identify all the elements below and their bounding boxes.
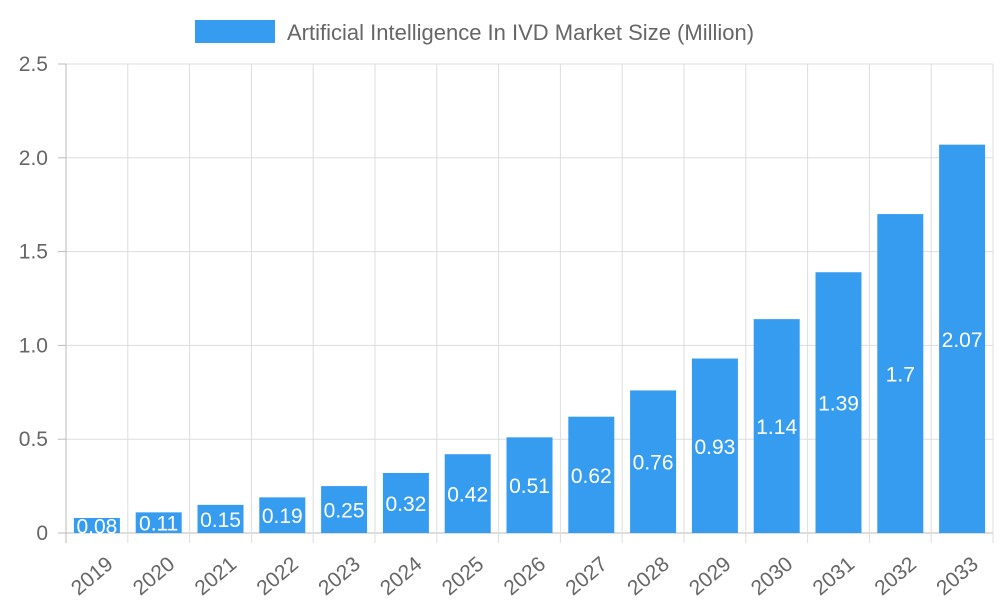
bar	[444, 454, 491, 533]
data-label: 0.62	[571, 465, 612, 488]
x-tick-label: 2027	[561, 552, 612, 600]
y-tick-label: 0.5	[19, 428, 48, 451]
x-tick-label: 2031	[809, 552, 860, 600]
y-tick-label: 0	[36, 522, 48, 545]
bar	[259, 497, 306, 533]
bar	[568, 416, 615, 533]
data-label: 0.19	[262, 505, 303, 528]
y-tick-label: 1.0	[19, 334, 48, 357]
bar	[939, 144, 986, 533]
bar	[815, 272, 862, 533]
bar	[73, 517, 120, 533]
bar	[382, 472, 429, 533]
data-label: 0.76	[633, 452, 674, 475]
data-label: 0.51	[509, 475, 550, 498]
data-label: 0.93	[694, 436, 735, 459]
x-tick-label: 2019	[67, 552, 118, 600]
x-tick-label: 2025	[438, 552, 489, 600]
x-tick-label: 2022	[252, 552, 303, 600]
bar	[135, 512, 182, 533]
data-label: 2.07	[942, 329, 983, 352]
x-tick-label: 2030	[747, 552, 798, 600]
data-label: 0.25	[324, 500, 365, 523]
legend-swatch	[195, 20, 275, 43]
bar	[630, 390, 677, 533]
x-tick-label: 2026	[500, 552, 551, 600]
x-tick-label: 2024	[376, 552, 427, 600]
bar	[197, 504, 244, 533]
y-tick-label: 2.0	[19, 147, 48, 170]
bar	[877, 214, 924, 533]
legend-label: Artificial Intelligence In IVD Market Si…	[287, 20, 754, 45]
bar	[691, 358, 738, 533]
bar	[753, 319, 800, 533]
y-tick-label: 1.5	[19, 241, 48, 264]
x-tick-label: 2028	[623, 552, 674, 600]
data-label: 0.11	[139, 513, 178, 536]
x-tick-label: 2021	[191, 552, 242, 600]
bar	[506, 437, 553, 533]
y-tick-label: 2.5	[19, 53, 48, 76]
data-label: 0.42	[447, 484, 488, 507]
x-tick-label: 2023	[314, 552, 365, 600]
data-label: 0.15	[200, 509, 241, 532]
x-tick-label: 2033	[932, 552, 983, 600]
x-tick-label: 2032	[870, 552, 921, 600]
x-tick-label: 2020	[129, 552, 180, 600]
data-label: 0.32	[385, 493, 426, 516]
bar	[321, 486, 368, 533]
data-label: 0.08	[76, 515, 117, 538]
data-label: 1.7	[886, 364, 915, 387]
data-label: 1.14	[756, 416, 797, 439]
data-label: 1.39	[818, 393, 859, 416]
x-tick-label: 2029	[685, 552, 736, 600]
legend[interactable]: Artificial Intelligence In IVD Market Si…	[195, 20, 754, 45]
